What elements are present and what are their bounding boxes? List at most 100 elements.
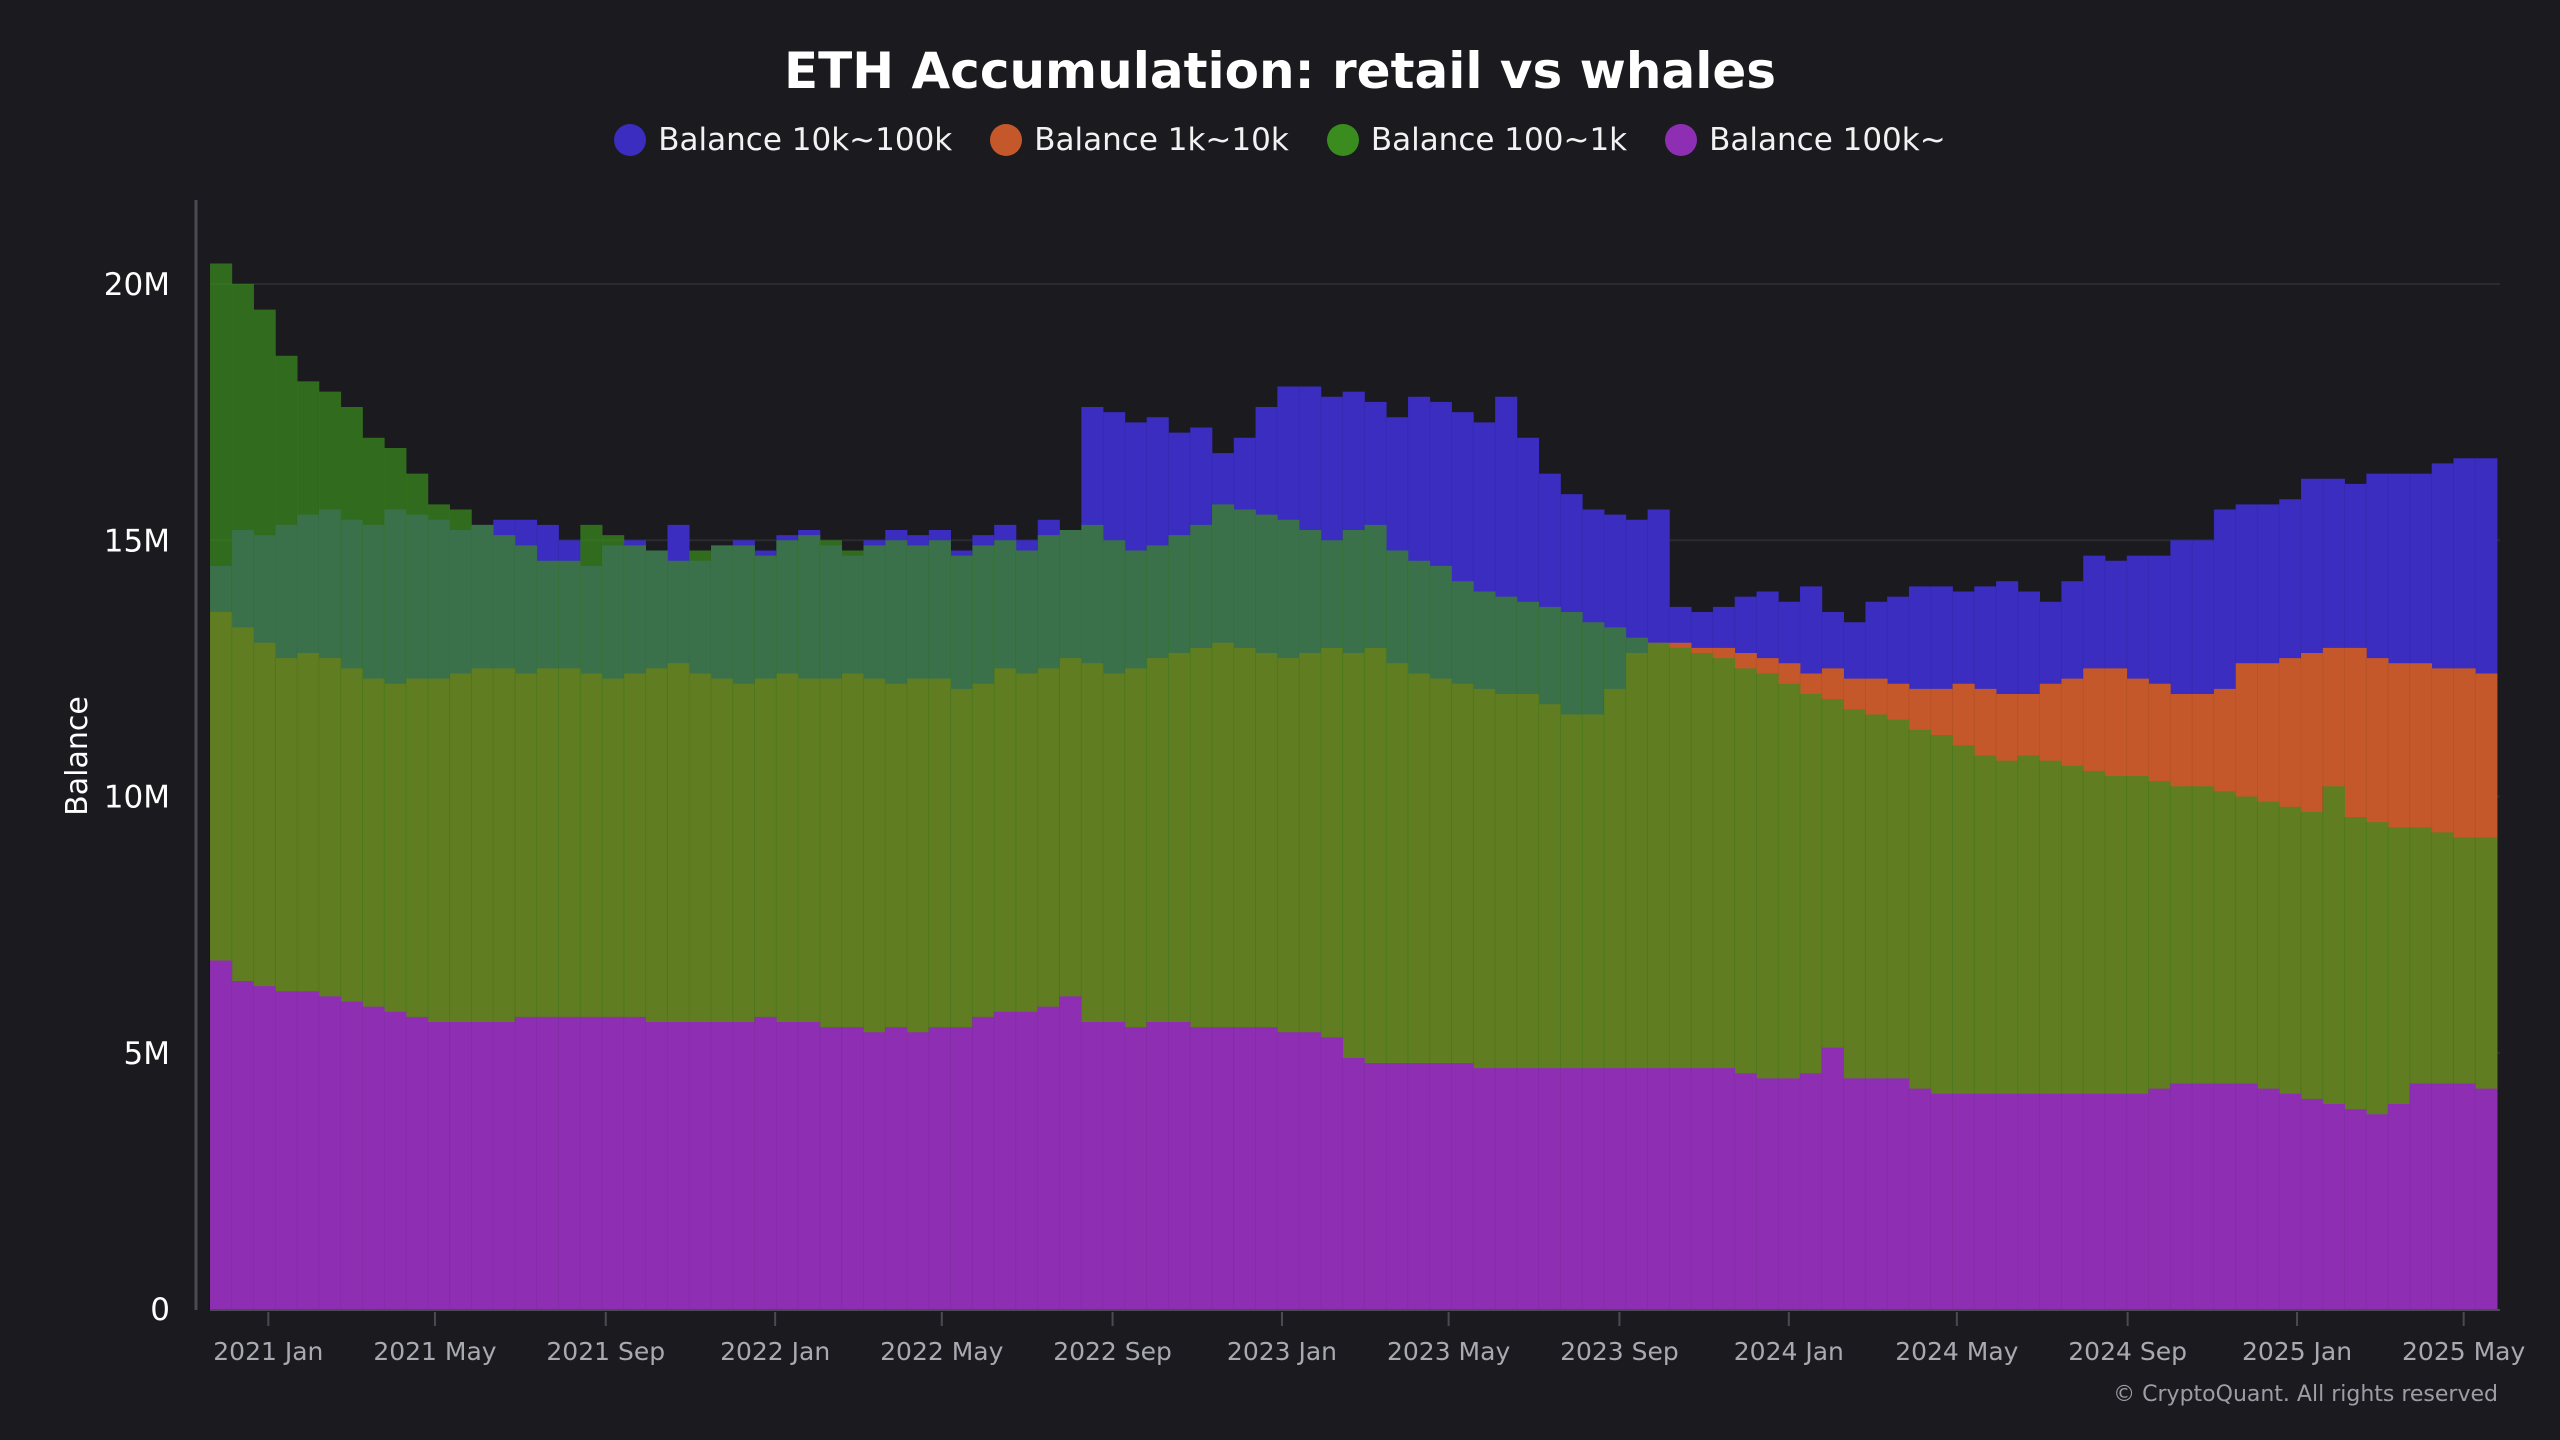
bar[interactable] — [1342, 1057, 1365, 1310]
bar[interactable] — [2431, 1083, 2454, 1310]
bar[interactable] — [2366, 1114, 2389, 1309]
legend-item-1k-10k[interactable]: Balance 1k~10k — [990, 122, 1289, 158]
bar[interactable] — [2344, 1109, 2367, 1310]
bar[interactable] — [1146, 1022, 1169, 1309]
bar[interactable] — [841, 1027, 864, 1310]
bar[interactable] — [2388, 1104, 2411, 1309]
bar[interactable] — [2148, 1088, 2171, 1310]
bar[interactable] — [297, 991, 320, 1309]
bar[interactable] — [427, 1022, 450, 1309]
bar[interactable] — [340, 1001, 363, 1310]
bar[interactable] — [2126, 1093, 2149, 1309]
bar[interactable] — [1908, 1088, 1932, 1310]
bar[interactable] — [493, 1022, 516, 1309]
bar[interactable] — [1930, 1093, 1953, 1309]
bar[interactable] — [1800, 1073, 1823, 1309]
bar[interactable] — [1647, 1068, 1670, 1310]
bar[interactable] — [776, 1022, 799, 1309]
bar[interactable] — [2083, 1093, 2106, 1309]
bar[interactable] — [819, 1027, 843, 1310]
bar[interactable] — [1168, 1022, 1191, 1309]
bar[interactable] — [2300, 1098, 2324, 1310]
bar[interactable] — [1081, 1022, 1104, 1309]
bar[interactable] — [1211, 1027, 1235, 1310]
bar[interactable] — [2279, 1093, 2302, 1309]
bar[interactable] — [2213, 1083, 2237, 1310]
bar[interactable] — [602, 1016, 625, 1310]
bar[interactable] — [1756, 1078, 1779, 1310]
bar[interactable] — [885, 1027, 908, 1310]
legend-item-100k-plus[interactable]: Balance 100k~ — [1665, 122, 1946, 158]
bar[interactable] — [710, 1022, 734, 1309]
bar[interactable] — [645, 1022, 668, 1309]
bar[interactable] — [1734, 1073, 1757, 1309]
bar[interactable] — [2039, 1093, 2062, 1309]
bar[interactable] — [558, 1016, 581, 1310]
bar[interactable] — [863, 1032, 886, 1309]
bar[interactable] — [2192, 1083, 2215, 1310]
bar[interactable] — [1451, 1063, 1474, 1309]
bar[interactable] — [2170, 1083, 2193, 1310]
bar[interactable] — [1778, 1078, 1801, 1310]
bar[interactable] — [1843, 1078, 1866, 1310]
bar[interactable] — [667, 1022, 690, 1309]
bar[interactable] — [906, 1032, 930, 1309]
bar[interactable] — [275, 991, 298, 1309]
bar[interactable] — [1299, 1032, 1322, 1309]
bar[interactable] — [449, 1022, 472, 1309]
bar[interactable] — [1277, 1032, 1300, 1309]
legend-item-10k-100k[interactable]: Balance 10k~100k — [614, 122, 952, 158]
bar[interactable] — [580, 1016, 603, 1310]
bar[interactable] — [928, 1027, 951, 1310]
bar[interactable] — [2453, 1083, 2476, 1310]
bar[interactable] — [994, 1011, 1017, 1309]
bar[interactable] — [732, 1022, 755, 1309]
bar[interactable] — [471, 1022, 494, 1309]
bar[interactable] — [1538, 1068, 1561, 1310]
bar[interactable] — [1473, 1068, 1496, 1310]
bar[interactable] — [754, 1016, 777, 1310]
bar[interactable] — [1059, 996, 1082, 1310]
bar[interactable] — [1669, 1068, 1692, 1310]
bar[interactable] — [1015, 1011, 1039, 1309]
bar[interactable] — [1364, 1063, 1387, 1309]
bar[interactable] — [2017, 1093, 2040, 1309]
bar[interactable] — [1516, 1068, 1540, 1310]
bar[interactable] — [1821, 1047, 1844, 1310]
bar[interactable] — [253, 986, 276, 1310]
bar[interactable] — [1560, 1068, 1583, 1310]
bar[interactable] — [362, 1006, 385, 1310]
bar[interactable] — [231, 981, 254, 1309]
bar[interactable] — [950, 1027, 973, 1310]
bar[interactable] — [1320, 1037, 1344, 1310]
bar[interactable] — [2475, 1088, 2498, 1310]
bar[interactable] — [384, 1011, 407, 1309]
bar[interactable] — [1255, 1027, 1278, 1310]
bar[interactable] — [1429, 1063, 1452, 1309]
bar[interactable] — [798, 1022, 821, 1309]
bar[interactable] — [2061, 1093, 2084, 1309]
bar[interactable] — [2322, 1104, 2345, 1309]
bar[interactable] — [1037, 1006, 1060, 1310]
bar[interactable] — [536, 1016, 559, 1310]
bar[interactable] — [1190, 1027, 1213, 1310]
bar[interactable] — [972, 1016, 995, 1310]
legend-item-100-1k[interactable]: Balance 100~1k — [1326, 122, 1627, 158]
bar[interactable] — [514, 1016, 538, 1310]
bar[interactable] — [1495, 1068, 1518, 1310]
bar[interactable] — [1103, 1022, 1126, 1309]
bar[interactable] — [1386, 1063, 1409, 1309]
bar[interactable] — [2235, 1083, 2258, 1310]
bar[interactable] — [1887, 1078, 1910, 1310]
bar[interactable] — [1712, 1068, 1736, 1310]
bar[interactable] — [623, 1016, 647, 1310]
bar[interactable] — [1625, 1068, 1648, 1310]
bar[interactable] — [1865, 1078, 1888, 1310]
bar[interactable] — [689, 1022, 712, 1309]
bar[interactable] — [406, 1016, 429, 1310]
bar[interactable] — [1124, 1027, 1147, 1310]
bar[interactable] — [210, 960, 233, 1310]
bar[interactable] — [1233, 1027, 1256, 1310]
bar[interactable] — [1691, 1068, 1714, 1310]
bar[interactable] — [2104, 1093, 2128, 1309]
